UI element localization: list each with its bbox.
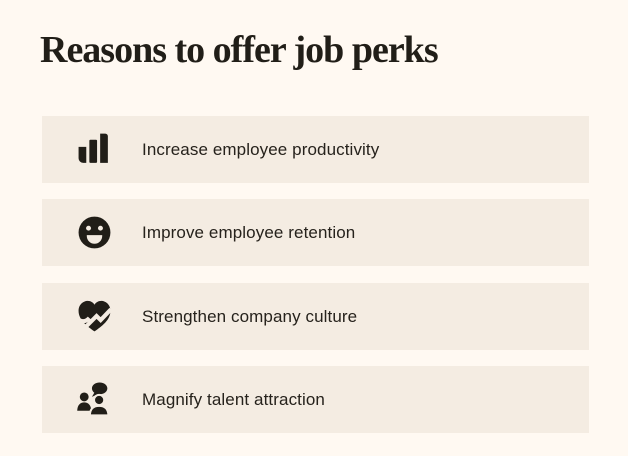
- people-chat-icon: [76, 381, 113, 418]
- heart-handshake-icon: [76, 298, 113, 335]
- bar-chart-icon: [76, 131, 113, 168]
- perk-row-culture: Strengthen company culture: [42, 283, 589, 350]
- smiley-face-icon: [76, 214, 113, 251]
- perk-row-productivity: Increase employee productivity: [42, 116, 589, 183]
- perk-row-retention: Improve employee retention: [42, 199, 589, 266]
- perk-label: Improve employee retention: [142, 222, 356, 242]
- perk-label: Strengthen company culture: [142, 306, 358, 326]
- perk-label: Magnify talent attraction: [142, 389, 325, 409]
- perk-label: Increase employee productivity: [142, 139, 380, 159]
- page-title: Reasons to offer job perks: [40, 29, 439, 71]
- perk-row-attraction: Magnify talent attraction: [42, 366, 589, 433]
